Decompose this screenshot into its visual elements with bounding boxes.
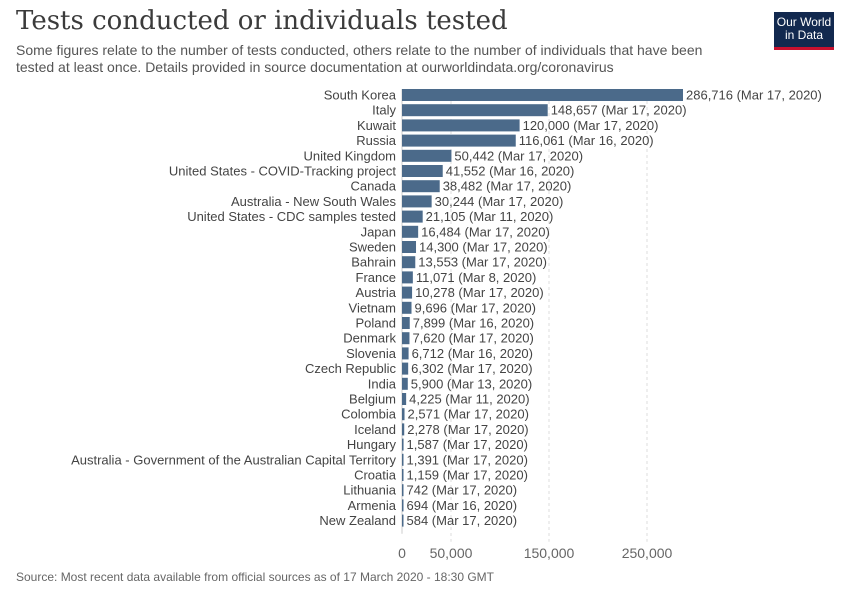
bar	[402, 347, 409, 360]
data-label: 742 (Mar 17, 2020)	[407, 483, 518, 498]
data-label: 13,553 (Mar 17, 2020)	[418, 255, 547, 270]
data-label: 4,225 (Mar 11, 2020)	[409, 392, 529, 407]
bar	[402, 393, 407, 405]
data-label: 30,244 (Mar 17, 2020)	[435, 194, 564, 209]
bar	[402, 165, 443, 177]
bar	[402, 256, 416, 269]
bar	[402, 514, 404, 527]
bar	[402, 104, 548, 117]
data-label: 120,000 (Mar 17, 2020)	[523, 118, 659, 133]
data-label: 9,696 (Mar 17, 2020)	[415, 300, 536, 315]
category-label: Kuwait	[357, 118, 396, 133]
data-label: 148,657 (Mar 17, 2020)	[551, 103, 687, 118]
data-label: 50,442 (Mar 17, 2020)	[454, 148, 583, 163]
category-label: France	[356, 270, 396, 285]
bar	[402, 332, 410, 345]
bar	[402, 317, 410, 329]
category-label: United Kingdom	[304, 148, 397, 163]
x-tick-label: 50,000	[430, 545, 473, 561]
category-label: Australia - Government of the Australian…	[71, 452, 396, 467]
category-label: Poland	[356, 316, 396, 331]
category-label: Denmark	[343, 331, 396, 346]
data-label: 7,899 (Mar 16, 2020)	[413, 316, 534, 331]
data-label: 584 (Mar 17, 2020)	[407, 513, 518, 528]
bar	[402, 453, 404, 466]
category-label: Armenia	[348, 498, 397, 513]
data-label: 14,300 (Mar 17, 2020)	[419, 240, 548, 255]
category-label: Colombia	[341, 407, 397, 422]
data-label: 286,716 (Mar 17, 2020)	[686, 88, 822, 103]
bar	[402, 499, 404, 512]
bar	[402, 149, 452, 162]
bar	[402, 180, 440, 193]
bar	[402, 484, 404, 497]
data-label: 41,552 (Mar 16, 2020)	[446, 164, 575, 179]
bar	[402, 423, 405, 436]
bar	[402, 377, 408, 390]
data-label: 694 (Mar 16, 2020)	[407, 498, 518, 513]
bar	[402, 119, 520, 132]
category-label: South Korea	[324, 88, 397, 103]
bar	[402, 286, 413, 299]
category-label: Belgium	[349, 392, 396, 407]
category-label: Austria	[356, 285, 397, 300]
category-label: Australia - New South Wales	[231, 194, 396, 209]
category-label: Bahrain	[351, 255, 396, 270]
chart-subtitle: Some figures relate to the number of tes…	[16, 42, 703, 75]
category-label: United States - CDC samples tested	[187, 209, 396, 224]
data-label: 11,071 (Mar 8, 2020)	[416, 270, 536, 285]
bar	[402, 362, 409, 375]
data-label: 5,900 (Mar 13, 2020)	[411, 376, 532, 391]
category-label: United States - COVID-Tracking project	[169, 164, 396, 179]
data-label: 7,620 (Mar 17, 2020)	[412, 331, 533, 346]
data-label: 21,105 (Mar 11, 2020)	[426, 209, 554, 224]
category-label: Sweden	[349, 240, 396, 255]
data-label: 6,302 (Mar 17, 2020)	[411, 361, 532, 376]
bar	[402, 134, 516, 147]
category-label: Vietnam	[349, 300, 396, 315]
x-tick-label: 0	[398, 545, 406, 561]
bar	[402, 408, 405, 421]
logo-line-1: Our World	[776, 15, 832, 29]
category-label: India	[368, 376, 397, 391]
source-note: Source: Most recent data available from …	[16, 570, 495, 584]
data-label: 1,159 (Mar 17, 2020)	[407, 468, 528, 483]
data-label: 2,278 (Mar 17, 2020)	[407, 422, 528, 437]
category-label: Iceland	[354, 422, 396, 437]
data-label: 1,587 (Mar 17, 2020)	[407, 437, 528, 452]
bar	[402, 438, 404, 451]
category-label: Russia	[356, 133, 397, 148]
owid-logo[interactable]: Our World in Data	[774, 12, 834, 50]
category-label: Slovenia	[346, 346, 397, 361]
logo-line-2: in Data	[784, 28, 824, 42]
category-label: Lithuania	[343, 483, 397, 498]
data-label: 38,482 (Mar 17, 2020)	[443, 179, 572, 194]
bar	[402, 210, 423, 223]
data-label: 10,278 (Mar 17, 2020)	[415, 285, 544, 300]
bar	[402, 225, 419, 238]
data-label: 116,061 (Mar 16, 2020)	[519, 133, 654, 148]
data-label: 16,484 (Mar 17, 2020)	[421, 224, 550, 239]
bar	[402, 89, 683, 101]
category-label: Czech Republic	[305, 361, 397, 376]
category-label: New Zealand	[319, 513, 396, 528]
bar	[402, 469, 404, 481]
category-label: Canada	[350, 179, 396, 194]
category-label: Japan	[361, 224, 396, 239]
bar	[402, 301, 412, 314]
bar	[402, 241, 417, 253]
data-label: 6,712 (Mar 16, 2020)	[412, 346, 533, 361]
data-label: 1,391 (Mar 17, 2020)	[407, 452, 528, 467]
chart-title: Tests conducted or individuals tested	[16, 6, 508, 36]
category-label: Italy	[372, 103, 396, 118]
bar	[402, 271, 413, 284]
x-tick-label: 250,000	[622, 545, 673, 561]
bar	[402, 195, 432, 208]
data-label: 2,571 (Mar 17, 2020)	[408, 407, 529, 422]
x-tick-label: 150,000	[524, 545, 575, 561]
category-label: Croatia	[354, 468, 397, 483]
category-label: Hungary	[347, 437, 397, 452]
